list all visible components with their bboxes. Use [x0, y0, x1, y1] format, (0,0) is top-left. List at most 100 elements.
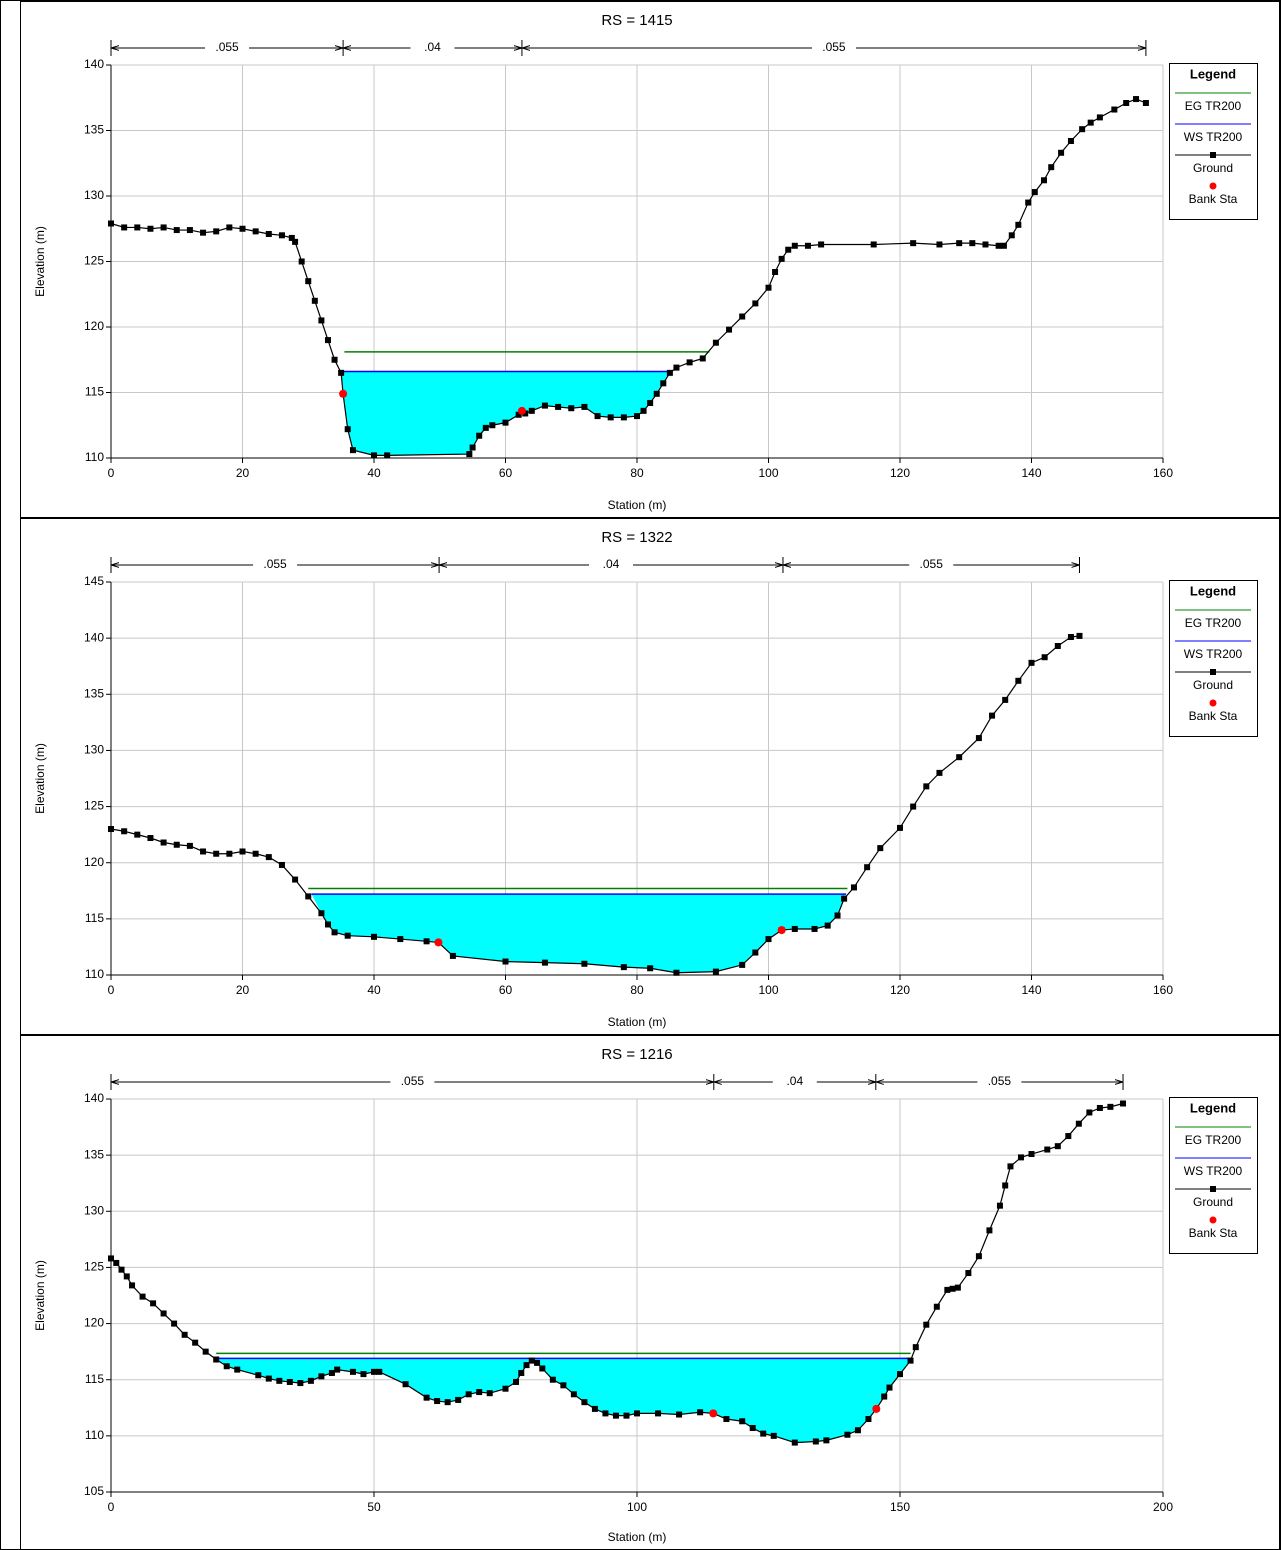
- ground-point: [239, 848, 246, 855]
- ground-point: [349, 1368, 356, 1375]
- ground-point: [502, 419, 509, 426]
- ground-point: [1111, 106, 1118, 113]
- ground-point: [338, 369, 345, 376]
- ground-point: [791, 242, 798, 249]
- x-tick-label: 80: [630, 466, 644, 480]
- legend-title: Legend: [1190, 583, 1236, 598]
- ground-point: [549, 1376, 556, 1383]
- ground-point: [844, 1431, 851, 1438]
- ground-point: [150, 1300, 157, 1307]
- y-tick-label: 120: [84, 1316, 104, 1330]
- ground-point: [1028, 659, 1035, 666]
- ground-point: [123, 1273, 130, 1280]
- ground-point: [1041, 654, 1048, 661]
- ground-point: [1017, 1154, 1024, 1161]
- ground-point: [298, 258, 305, 265]
- ground-point: [854, 1427, 861, 1434]
- x-tick-label: 160: [1153, 466, 1173, 480]
- ground-point: [278, 861, 285, 868]
- ground-point: [292, 238, 299, 245]
- y-tick-label: 120: [84, 319, 104, 333]
- ground-point: [752, 300, 759, 307]
- ground-point: [1107, 1103, 1114, 1110]
- ground-point: [523, 1362, 530, 1369]
- ground-point: [739, 1418, 746, 1425]
- legend-box: [1169, 580, 1258, 737]
- x-tick-label: 0: [108, 983, 115, 997]
- ground-point: [434, 1398, 441, 1405]
- legend-label: WS TR200: [1184, 1164, 1243, 1178]
- series-line: [110, 1102, 1124, 1444]
- ground-point: [765, 936, 772, 943]
- x-tick-label: 20: [236, 983, 250, 997]
- ground-point: [1040, 177, 1047, 184]
- ground-point: [944, 1286, 951, 1293]
- ground-point: [739, 961, 746, 968]
- ground-point: [1048, 164, 1055, 171]
- ground-point: [305, 278, 312, 285]
- ground-point: [423, 938, 430, 945]
- ground-point: [923, 1321, 930, 1328]
- ground-point: [226, 850, 233, 857]
- ground-point: [824, 922, 831, 929]
- x-tick-label: 140: [1021, 983, 1041, 997]
- ground-point: [975, 1253, 982, 1260]
- ground-point: [502, 1385, 509, 1392]
- n-label: .055: [215, 40, 239, 54]
- ground-point: [673, 969, 680, 976]
- ground-point: [489, 422, 496, 429]
- ground-point: [121, 224, 128, 231]
- ground-point: [986, 1227, 993, 1234]
- ground-point: [286, 1378, 293, 1385]
- ground-point: [129, 1282, 136, 1289]
- ground-point: [200, 848, 207, 855]
- ground-point: [223, 1363, 230, 1370]
- ground-point: [933, 1303, 940, 1310]
- ground-point: [297, 1380, 304, 1387]
- ground-point: [850, 884, 857, 891]
- ground-point: [634, 413, 640, 420]
- x-tick-label: 60: [499, 983, 513, 997]
- ground-point: [975, 735, 982, 742]
- ground-point: [318, 910, 325, 917]
- ground-point: [1067, 634, 1074, 641]
- y-tick-label: 110: [85, 450, 104, 464]
- x-tick-label: 20: [236, 466, 250, 480]
- ground-point: [192, 1339, 199, 1346]
- legend-label: Ground: [1193, 678, 1233, 692]
- legend-label: EG TR200: [1185, 99, 1242, 113]
- ground-point: [265, 230, 272, 237]
- x-tick-label: 160: [1153, 983, 1173, 997]
- ground-point: [1075, 1120, 1082, 1127]
- ground-point: [897, 1371, 903, 1378]
- y-tick-label: 140: [84, 57, 104, 71]
- ground-point: [278, 232, 285, 239]
- y-tick-label: 135: [84, 1147, 104, 1161]
- ground-point: [841, 895, 848, 902]
- ground-point: [956, 754, 963, 761]
- ground-point: [712, 968, 719, 975]
- bank-station: [709, 1409, 718, 1418]
- ground-point: [541, 959, 548, 966]
- panel-frame: [20, 1035, 1280, 1549]
- ground-point: [371, 933, 377, 940]
- y-tick-label: 115: [85, 911, 104, 925]
- legend-swatch: [1209, 182, 1217, 190]
- ground-point: [305, 893, 312, 900]
- legend-box: [1169, 63, 1258, 220]
- x-tick-label: 150: [890, 1500, 910, 1514]
- ground-point: [423, 1394, 430, 1401]
- ground-point: [640, 407, 647, 414]
- ground-point: [870, 241, 877, 248]
- ground-point: [1028, 1151, 1035, 1158]
- ground-point: [331, 356, 338, 363]
- ground-point: [834, 912, 841, 919]
- ground-point: [954, 1284, 961, 1291]
- chart-title: RS = 1415: [601, 12, 672, 29]
- x-tick-label: 100: [627, 1500, 647, 1514]
- ground-point: [226, 224, 233, 231]
- ground-point: [1120, 1100, 1127, 1107]
- ground-point: [513, 1378, 520, 1385]
- ground-point: [949, 1285, 956, 1292]
- ground-point: [476, 432, 483, 439]
